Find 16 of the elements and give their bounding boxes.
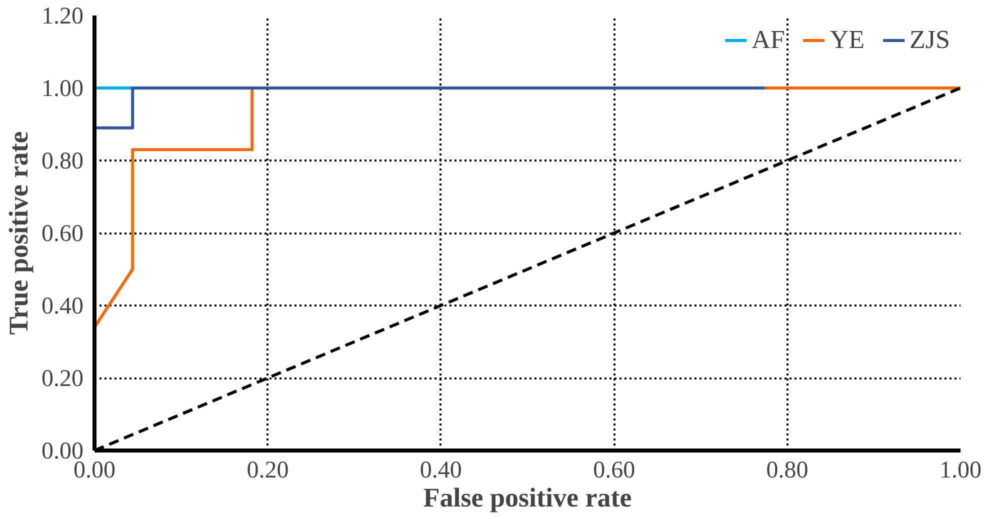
legend-label: AF: [752, 25, 785, 55]
y-tick-label: 0.60: [42, 221, 84, 247]
x-tick-label: 0.80: [766, 458, 808, 484]
y-tick-label: 0.40: [42, 294, 84, 320]
x-tick-label: 0.20: [246, 458, 289, 484]
x-axis-title: False positive rate: [423, 482, 632, 512]
y-tick-label: 1.00: [42, 76, 84, 102]
x-tick-label: 1.00: [940, 458, 982, 484]
legend-label: ZJS: [910, 25, 950, 55]
y-tick-label: 0.80: [42, 148, 84, 174]
y-tick-label: 0.20: [42, 366, 84, 392]
x-tick-label: 0.60: [593, 458, 636, 484]
y-axis-title: True positive rate: [4, 131, 34, 335]
y-tick-label: 1.20: [42, 4, 84, 30]
legend-label: YE: [830, 25, 865, 55]
x-tick-label: 0.40: [420, 458, 462, 484]
